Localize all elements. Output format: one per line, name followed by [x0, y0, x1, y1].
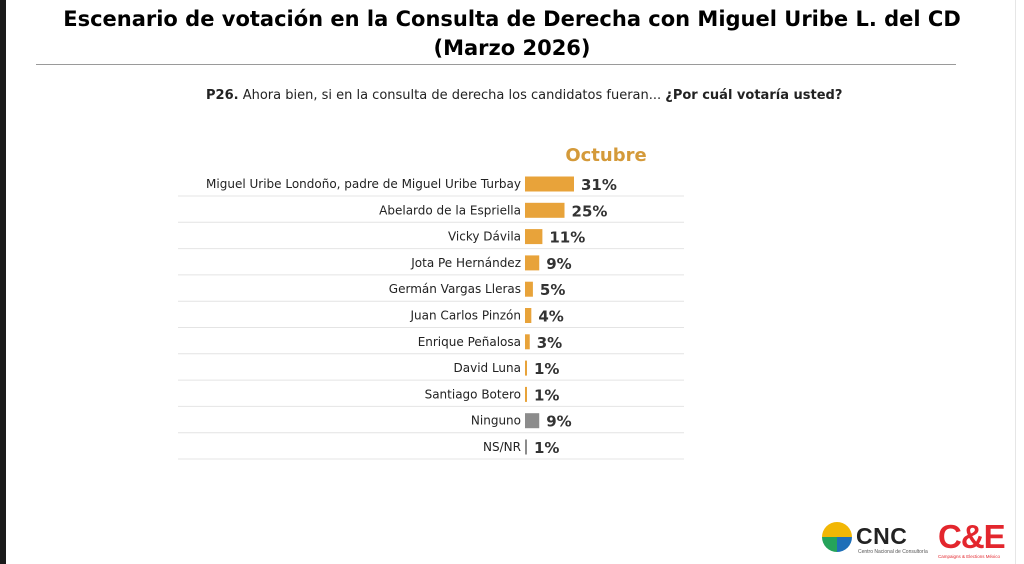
value-label: 11% [549, 229, 585, 247]
bar [525, 176, 574, 192]
bar [525, 439, 527, 455]
category-label: Germán Vargas Lleras [389, 282, 521, 296]
slide-title-line-2: (Marzo 2026) [433, 36, 591, 60]
window-left-edge [0, 0, 6, 564]
cnc-logo: CNC Centro Nacional de Consultoría [818, 522, 928, 558]
ce-logo-subtext: Campaigns & Elections México [938, 554, 1001, 559]
value-label: 1% [534, 386, 559, 404]
bar [525, 386, 527, 402]
value-label: 9% [546, 255, 571, 273]
slide-title-line-1: Escenario de votación en la Consulta de … [63, 7, 961, 31]
question-code: P26. [206, 88, 239, 103]
category-label: Santiago Botero [425, 387, 521, 401]
category-label: Ninguno [471, 414, 521, 428]
bar [525, 413, 540, 429]
value-label: 3% [537, 334, 562, 352]
survey-question: P26. Ahora bien, si en la consulta de de… [206, 88, 842, 103]
category-label: Abelardo de la Espriella [379, 203, 521, 217]
series-header: Octubre [565, 145, 646, 166]
bar [525, 229, 543, 245]
cnc-logo-text: CNC [856, 523, 908, 549]
window-right-edge [1015, 0, 1024, 564]
title-divider [36, 64, 956, 65]
question-text: Ahora bien, si en la consulta de derecha… [238, 88, 666, 103]
bar [525, 334, 530, 350]
bar [525, 281, 533, 297]
value-label: 9% [546, 413, 571, 431]
bar [525, 202, 565, 218]
ce-logo: C&E Campaigns & Elections México [936, 518, 1006, 560]
bar [525, 360, 527, 376]
bar [525, 255, 540, 271]
value-label: 31% [581, 176, 617, 194]
category-label: David Luna [454, 361, 522, 375]
cnc-logo-subtext: Centro Nacional de Consultoría [858, 549, 928, 555]
category-label: Vicky Dávila [448, 230, 521, 244]
question-emphasis: ¿Por cuál votaría usted? [665, 88, 843, 103]
value-label: 1% [534, 439, 559, 457]
ce-logo-text: C&E [938, 518, 1006, 555]
value-label: 1% [534, 360, 559, 378]
category-label: Enrique Peñalosa [418, 335, 521, 349]
value-label: 5% [540, 281, 565, 299]
cnc-logo-icon [822, 522, 852, 552]
category-label: Juan Carlos Pinzón [410, 309, 521, 323]
bar [525, 308, 532, 323]
value-label: 4% [538, 308, 563, 326]
category-label: Miguel Uribe Londoño, padre de Miguel Ur… [206, 177, 521, 191]
value-label: 25% [572, 202, 608, 220]
category-label: Jota Pe Hernández [410, 256, 521, 270]
category-label: NS/NR [483, 440, 521, 454]
